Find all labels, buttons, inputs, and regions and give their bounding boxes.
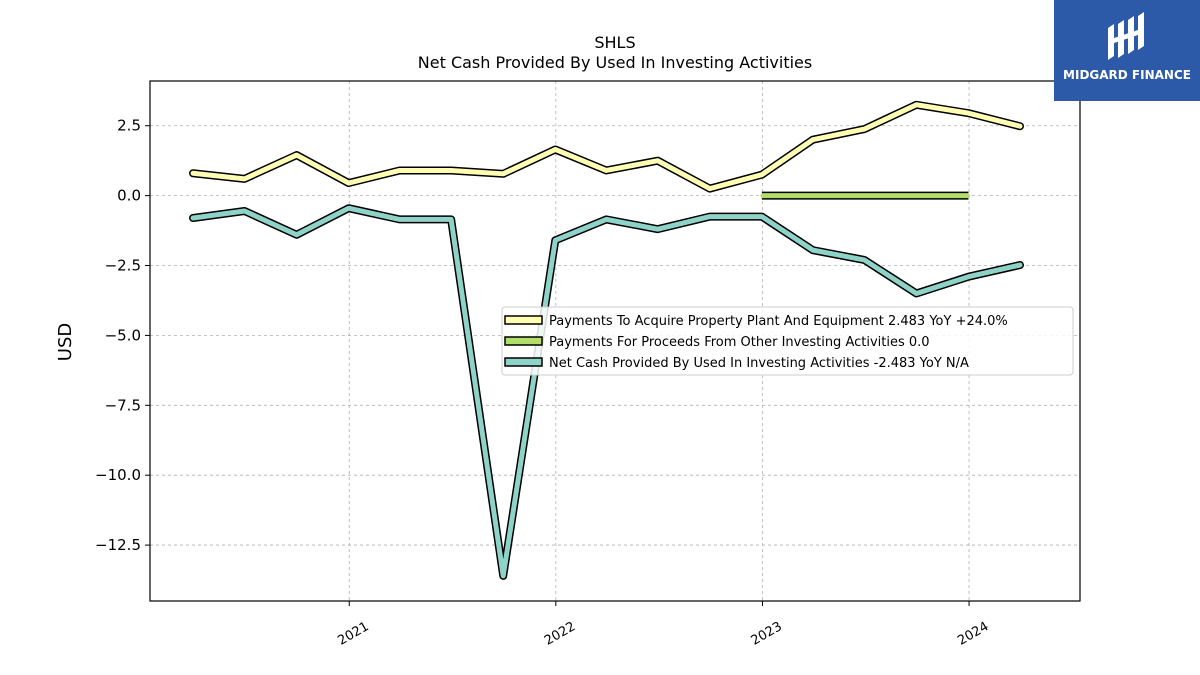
chart-subtitle: Net Cash Provided By Used In Investing A… [418, 53, 812, 72]
data-point-ppe [449, 168, 453, 172]
data-point-net [604, 217, 608, 221]
brand-logo: MIDGARD FINANCE [1054, 0, 1200, 101]
data-point-net [811, 248, 815, 252]
data-point-ppe [811, 138, 815, 142]
legend-box [501, 306, 1074, 376]
y-tick-label: 0.0 [117, 187, 141, 205]
legend-label-other[interactable]: Payments For Proceeds From Other Investi… [549, 335, 930, 350]
x-tick-label: 2022 [542, 619, 578, 649]
data-point-ppe [553, 147, 557, 151]
y-tick-label: −2.5 [105, 257, 141, 275]
data-point-ppe [347, 181, 351, 185]
y-tick-label: 2.5 [117, 117, 141, 135]
data-point-net [191, 216, 195, 220]
plot-frame [149, 80, 1081, 602]
data-point-ppe [604, 168, 608, 172]
data-point-ppe [501, 172, 505, 176]
y-axis-label: USD [55, 323, 76, 361]
data-point-ppe [760, 173, 764, 177]
data-point-net [760, 215, 764, 219]
logo-text: MIDGARD FINANCE [1063, 68, 1191, 82]
y-tick-label: −7.5 [105, 396, 141, 414]
legend-swatch-ppe [504, 315, 543, 325]
x-tick-label: 2021 [335, 619, 371, 649]
data-point-ppe [656, 159, 660, 163]
data-point-net [501, 574, 505, 578]
legend-swatch-net [504, 357, 543, 367]
data-point-other [966, 194, 970, 198]
data-point-ppe [966, 111, 970, 115]
series-line-net [190, 205, 1023, 579]
y-tick-label: −12.5 [95, 536, 141, 554]
data-point-net [656, 227, 660, 231]
data-point-ppe [243, 177, 247, 181]
data-point-net [243, 209, 247, 213]
data-point-ppe [1018, 124, 1022, 128]
series-group [189, 100, 1024, 580]
data-point-ppe [191, 171, 195, 175]
data-point-ppe [295, 153, 299, 157]
data-point-net [966, 275, 970, 279]
series-outline-net [189, 204, 1024, 580]
data-point-net [398, 217, 402, 221]
data-point-ppe [398, 168, 402, 172]
data-point-net [708, 215, 712, 219]
data-point-ppe [708, 187, 712, 191]
series-outline-ppe [189, 100, 1024, 193]
legend[interactable]: Payments To Acquire Property Plant And E… [501, 306, 1074, 376]
chart-title: SHLS [594, 33, 635, 52]
y-tick-label: −10.0 [95, 466, 141, 484]
x-tick-label: 2024 [955, 619, 991, 649]
data-point-net [295, 233, 299, 237]
y-tick-label: −5.0 [105, 326, 141, 344]
data-point-net [1018, 263, 1022, 267]
data-point-net [449, 217, 453, 221]
legend-label-ppe[interactable]: Payments To Acquire Property Plant And E… [549, 314, 1008, 329]
data-point-other [760, 194, 764, 198]
data-point-ppe [914, 103, 918, 107]
data-point-net [347, 206, 351, 210]
legend-label-net[interactable]: Net Cash Provided By Used In Investing A… [549, 356, 969, 371]
legend-swatch-other [504, 336, 543, 346]
x-tick-label: 2023 [749, 619, 785, 649]
data-point-net [862, 258, 866, 262]
data-point-ppe [862, 127, 866, 131]
data-point-net [914, 291, 918, 295]
logo-mark-icon [1108, 12, 1144, 60]
data-point-net [553, 238, 557, 242]
